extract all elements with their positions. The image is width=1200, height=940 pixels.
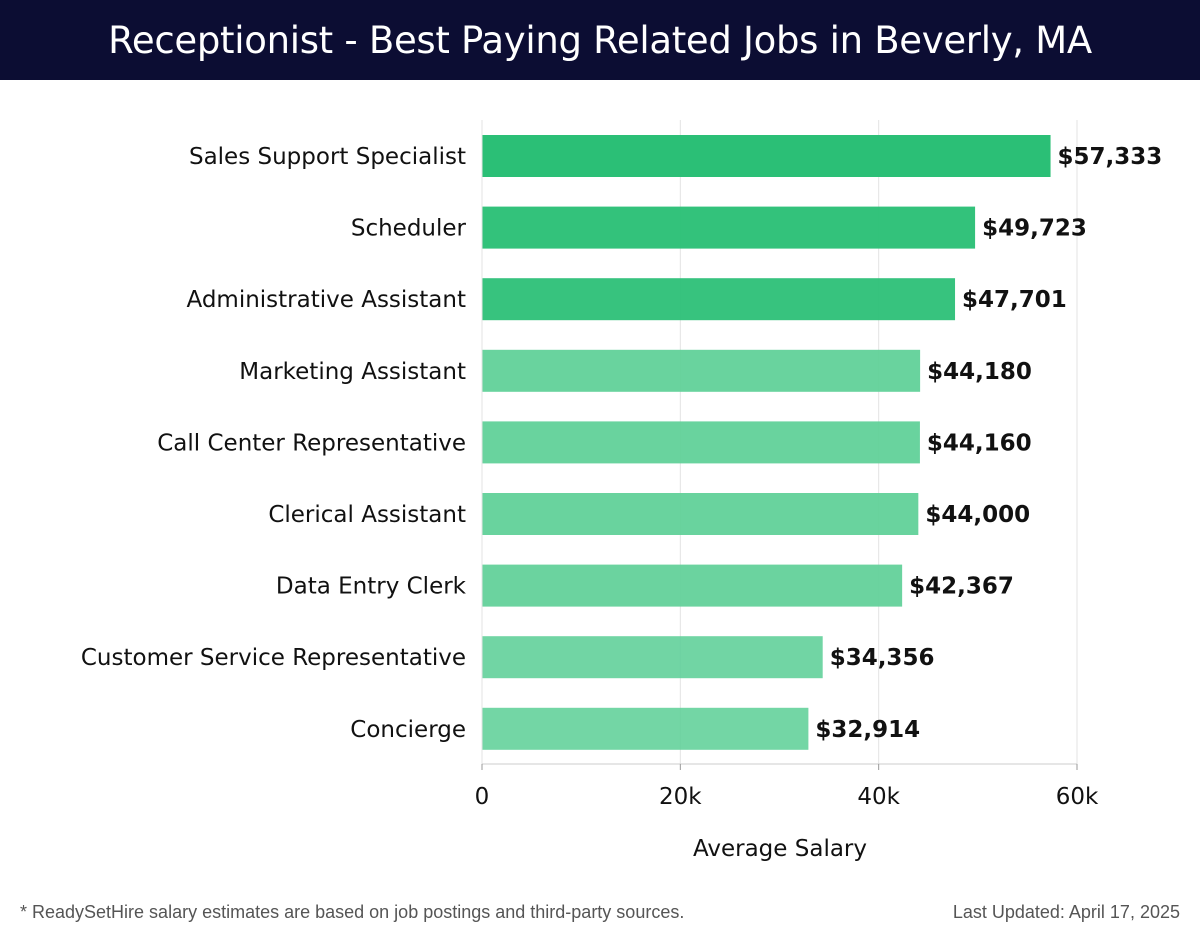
footer-note: * ReadySetHire salary estimates are base… (20, 902, 685, 922)
bar (482, 349, 921, 392)
x-axis: 0 20k 40k 60k (475, 120, 1099, 810)
category-label: Administrative Assistant (186, 287, 466, 313)
bar-chart: Sales Support Specialist $57,333 Scheduler… (81, 120, 1162, 862)
category-label: Scheduler (351, 216, 467, 242)
chart-header: Receptionist - Best Paying Related Jobs … (0, 0, 1200, 80)
value-label: $44,000 (925, 502, 1030, 528)
bar (482, 421, 920, 464)
bars: Sales Support Specialist $57,333 Scheduler… (81, 135, 1162, 750)
x-tick-label: 20k (659, 784, 702, 810)
x-tick-label: 0 (475, 784, 490, 810)
value-label: $34,356 (830, 645, 935, 671)
x-tick-label: 60k (1056, 784, 1099, 810)
value-label: $47,701 (962, 287, 1067, 313)
bar (482, 707, 809, 750)
bar (482, 493, 919, 535)
last-updated: Last Updated: April 17, 2025 (952, 902, 1180, 922)
category-label: Concierge (350, 717, 466, 743)
value-label: $42,367 (909, 574, 1014, 600)
bar (482, 206, 976, 249)
value-label: $32,914 (815, 717, 920, 743)
bar (482, 278, 956, 321)
category-label: Data Entry Clerk (276, 574, 467, 600)
value-label: $49,723 (982, 216, 1087, 242)
category-label: Customer Service Representative (81, 645, 466, 671)
bar (482, 636, 823, 679)
category-label: Marketing Assistant (239, 359, 466, 385)
category-label: Sales Support Specialist (189, 144, 466, 170)
value-label: $44,180 (927, 359, 1032, 385)
x-axis-title: Average Salary (693, 836, 867, 862)
category-label: Call Center Representative (157, 430, 466, 456)
value-label: $57,333 (1058, 144, 1163, 170)
chart-title: Receptionist - Best Paying Related Jobs … (108, 18, 1092, 62)
bar (482, 564, 903, 607)
value-label: $44,160 (927, 430, 1032, 456)
bar (482, 135, 1051, 177)
x-tick-label: 40k (857, 784, 900, 810)
category-label: Clerical Assistant (268, 502, 466, 528)
